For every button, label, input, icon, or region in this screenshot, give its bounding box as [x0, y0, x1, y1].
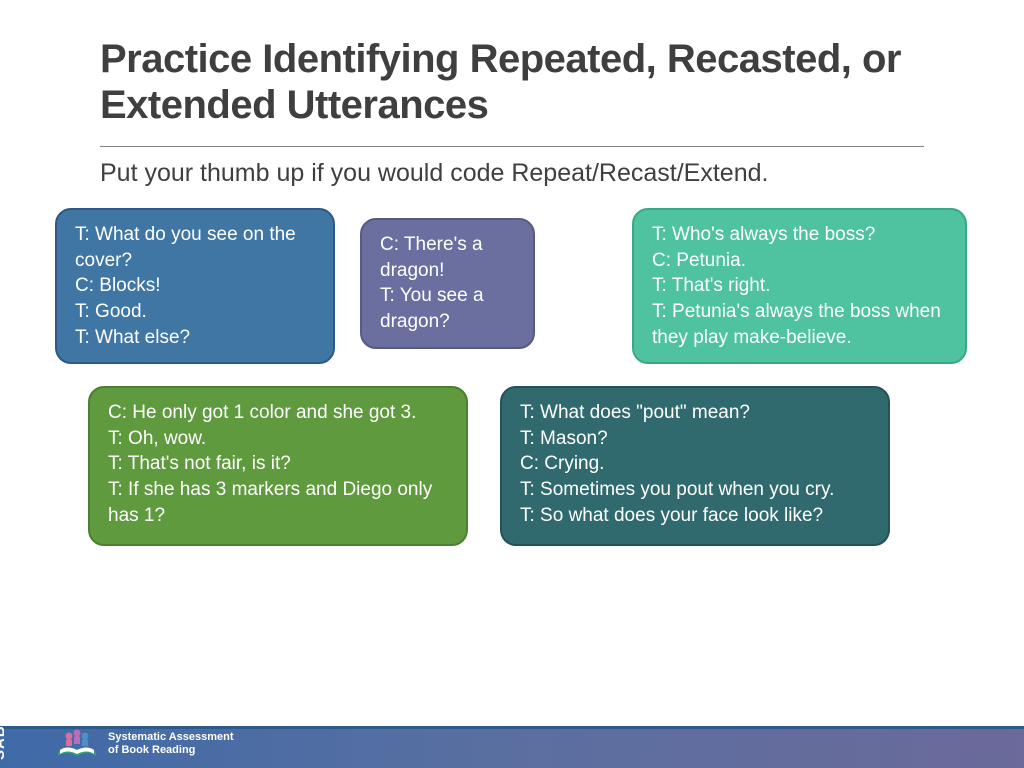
footer-line1: Systematic Assessment — [108, 731, 234, 743]
slide: Practice Identifying Repeated, Recasted,… — [0, 0, 1024, 768]
brand-rotated: SABR — [0, 713, 8, 760]
dialogue-card: T: What do you see on the cover? C: Bloc… — [55, 208, 335, 364]
book-icon — [56, 726, 98, 762]
dialogue-card: T: What does "pout" mean? T: Mason? C: C… — [500, 386, 890, 546]
title-divider — [100, 146, 924, 147]
page-title: Practice Identifying Repeated, Recasted,… — [0, 0, 1024, 138]
footer-logo-block: Systematic Assessment of Book Reading — [56, 726, 234, 762]
footer: SABR Systematic Assessment of Book Readi… — [0, 708, 1024, 768]
dialogue-card: C: He only got 1 color and she got 3. T:… — [88, 386, 468, 546]
subtitle: Put your thumb up if you would code Repe… — [0, 159, 1024, 208]
footer-text: Systematic Assessment of Book Reading — [108, 731, 234, 757]
dialogue-card: C: There's a dragon! T: You see a dragon… — [360, 218, 535, 349]
dialogue-card: T: Who's always the boss? C: Petunia. T:… — [632, 208, 967, 364]
footer-line2: of Book Reading — [108, 744, 195, 756]
